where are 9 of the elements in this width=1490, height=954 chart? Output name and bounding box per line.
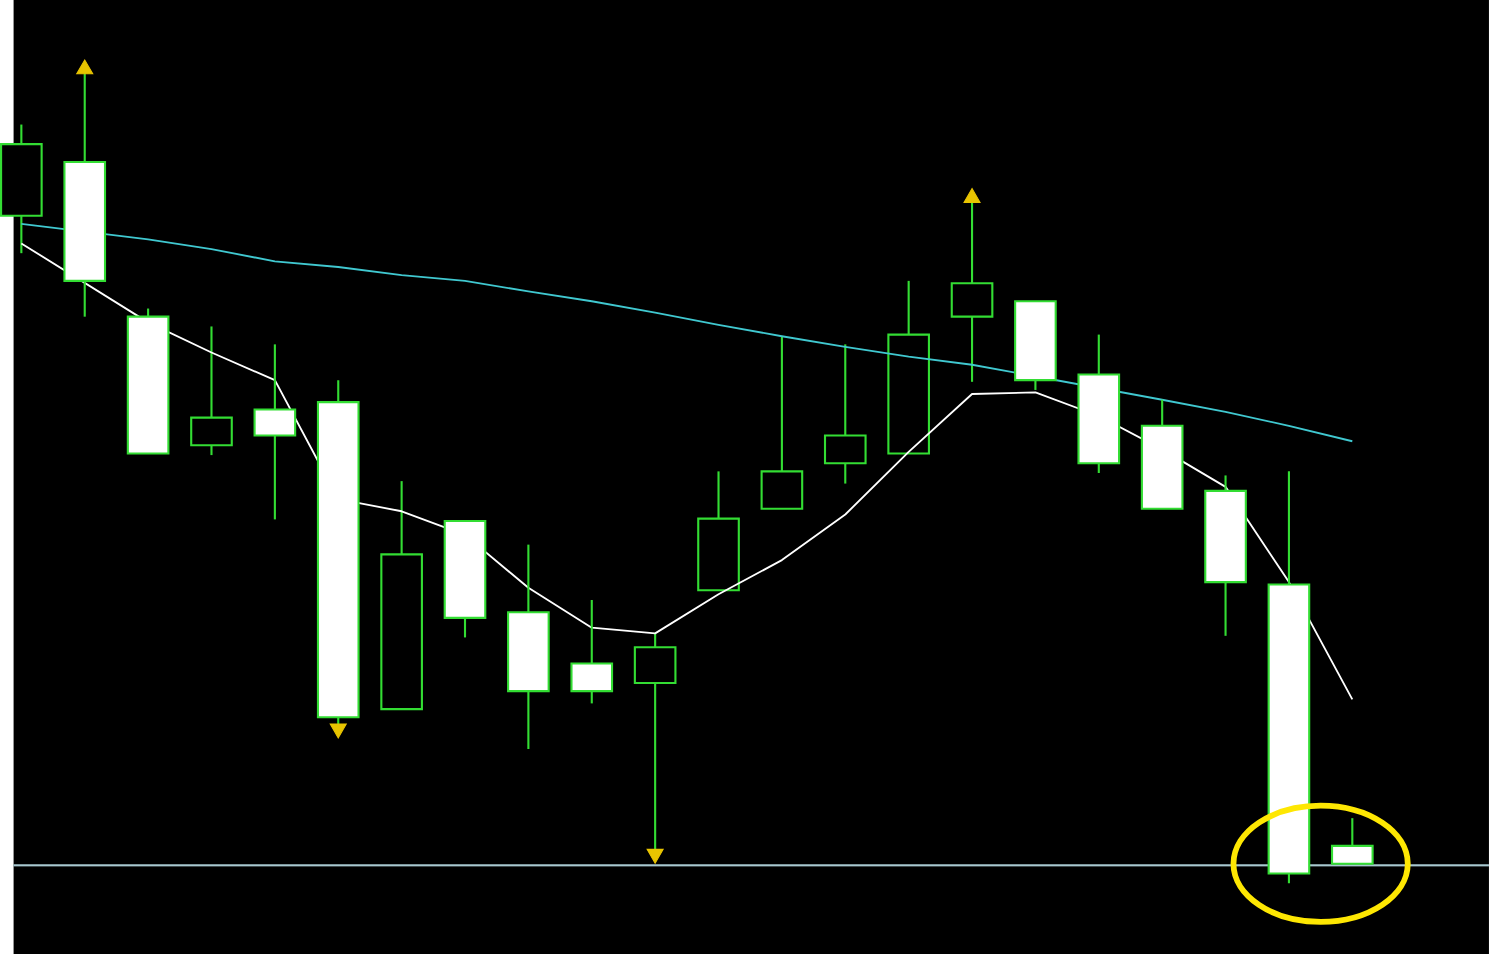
candlestick xyxy=(823,342,867,485)
candlestick xyxy=(190,325,233,456)
point xyxy=(963,187,981,203)
point xyxy=(329,723,347,739)
candlestick xyxy=(253,342,297,521)
candlestick xyxy=(1330,816,1374,865)
point xyxy=(76,59,94,75)
point xyxy=(646,848,664,864)
candlestick xyxy=(760,334,804,510)
